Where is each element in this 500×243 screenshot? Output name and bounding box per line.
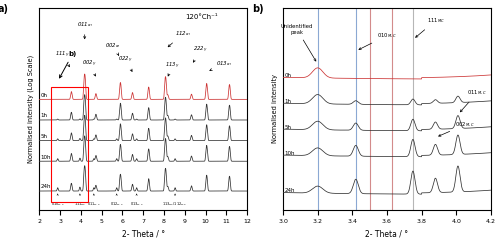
Y-axis label: Normalised intensity: Normalised intensity (272, 74, 278, 143)
Text: 002$_{M,C}$: 002$_{M,C}$ (438, 121, 474, 136)
Text: 1h: 1h (40, 113, 48, 118)
Text: b): b) (252, 4, 264, 14)
Text: 011$_{\alpha\prime}$: 011$_{\alpha\prime}$ (76, 20, 92, 39)
Text: 10h: 10h (285, 151, 296, 156)
Text: 113$_{\gamma}$: 113$_{\gamma}$ (165, 61, 180, 76)
Text: 111$_{\gamma}$: 111$_{\gamma}$ (55, 50, 70, 67)
Text: 011$_{M,C}$: 011$_{M,C}$ (460, 89, 487, 112)
Text: 10h: 10h (40, 155, 51, 160)
Text: 5h: 5h (40, 134, 48, 139)
Text: 24h: 24h (40, 184, 51, 189)
Text: 120°Ch⁻¹: 120°Ch⁻¹ (185, 14, 218, 20)
Text: 010$_{M,C}$: 010$_{M,C}$ (359, 31, 397, 50)
Text: 002$_{\alpha\prime}$: 002$_{\alpha\prime}$ (106, 41, 121, 55)
Text: 112$_{\alpha\prime}$: 112$_{\alpha\prime}$ (168, 29, 191, 47)
X-axis label: 2- Theta / °: 2- Theta / ° (366, 230, 408, 239)
Text: 1h: 1h (285, 99, 292, 104)
Text: 24h: 24h (285, 188, 296, 193)
Text: 222$_{\gamma}$: 222$_{\gamma}$ (193, 45, 208, 62)
Text: 013$_{M,C}$: 013$_{M,C}$ (130, 194, 143, 208)
Text: 013$_{\alpha\prime}$: 013$_{\alpha\prime}$ (210, 59, 233, 70)
Text: 022$_{\gamma}$: 022$_{\gamma}$ (118, 54, 133, 71)
Text: 0h: 0h (285, 73, 292, 78)
Text: 5h: 5h (285, 125, 292, 130)
Text: 011$_{M,C}$: 011$_{M,C}$ (87, 194, 101, 208)
Y-axis label: Normalised intensity (Log Scale): Normalised intensity (Log Scale) (28, 55, 34, 163)
Text: Unidentified
peak: Unidentified peak (280, 24, 316, 61)
Text: 111$_{MC}$: 111$_{MC}$ (416, 16, 444, 37)
Text: 010$_{M,C}$: 010$_{M,C}$ (51, 194, 64, 208)
X-axis label: 2- Theta / °: 2- Theta / ° (122, 230, 165, 239)
Text: 002$_{\gamma}$: 002$_{\gamma}$ (82, 59, 96, 76)
Text: a): a) (0, 4, 9, 14)
Text: 0h: 0h (40, 93, 48, 98)
Bar (51, 87, 88, 201)
Text: 012$_{M,C}$: 012$_{M,C}$ (110, 194, 124, 208)
Text: 113$_{MC}$/112$_{M,C}$: 113$_{MC}$/112$_{M,C}$ (162, 194, 188, 208)
Text: b): b) (60, 51, 77, 78)
Text: 111$_{MC}$: 111$_{MC}$ (74, 194, 86, 208)
